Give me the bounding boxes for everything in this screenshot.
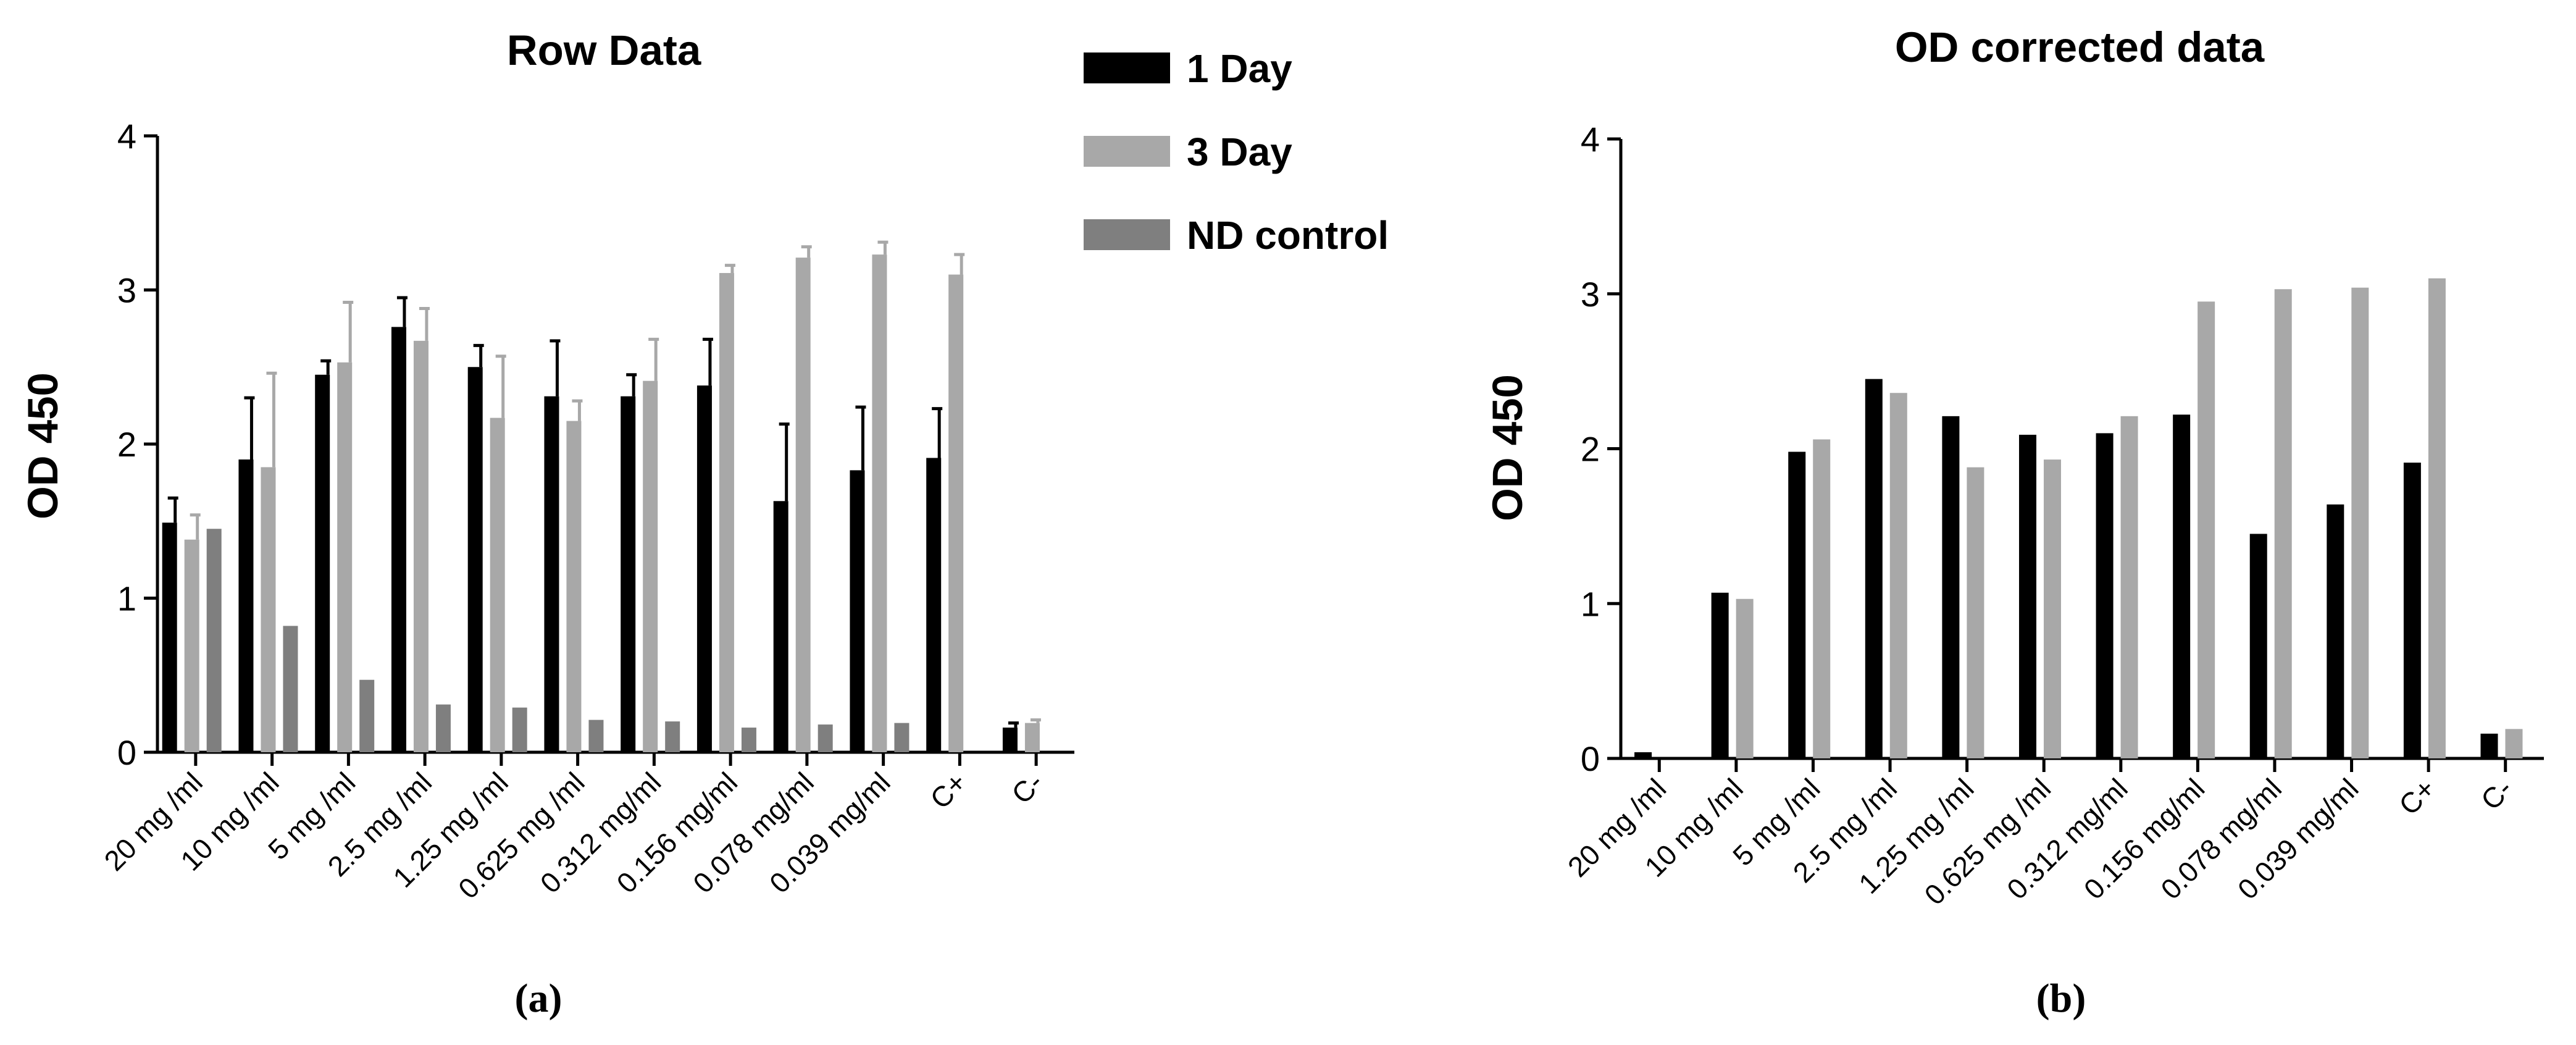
bar-3-day <box>566 421 582 752</box>
bar-3-day <box>1889 393 1907 758</box>
bar-3-day <box>2428 278 2446 758</box>
y-tick-label: 0 <box>1581 739 1600 778</box>
bar-3-day <box>795 258 811 753</box>
legend-label: 1 Day <box>1187 46 1292 91</box>
bar-1-day <box>1711 592 1729 758</box>
bar-1-day <box>2096 433 2114 758</box>
bar-nd-control <box>206 529 222 752</box>
bar-1-day <box>162 522 177 752</box>
bar-nd-control <box>435 704 451 752</box>
chart-title-b: OD corrected data <box>1895 23 2265 71</box>
bar-1-day <box>2173 414 2191 758</box>
y-tick-label: 3 <box>117 271 136 310</box>
bar-3-day <box>2043 460 2061 758</box>
x-tick-label: C+ <box>924 766 972 815</box>
bar-3-day <box>1736 598 1754 758</box>
bar-1-day <box>2249 534 2267 758</box>
bar-1-day <box>621 396 636 752</box>
bar-1-day <box>544 396 559 752</box>
bar-nd-control <box>894 723 910 752</box>
bar-3-day <box>2351 287 2369 759</box>
y-tick-label: 2 <box>117 425 136 464</box>
y-tick-label: 1 <box>1581 584 1600 623</box>
bar-1-day <box>315 374 330 752</box>
bar-3-day <box>413 340 429 752</box>
panel-b-chart: OD corrected data OD 450 0 1 2 3 4 20 mg /ml… <box>1484 23 2544 1021</box>
bar-3-day <box>948 274 964 752</box>
bars-b <box>1634 278 2523 759</box>
bar-1-day <box>773 501 788 752</box>
x-tick-label: C- <box>1005 766 1049 810</box>
bar-1-day <box>238 459 254 752</box>
bar-1-day <box>2403 463 2421 758</box>
y-tick-label: 0 <box>117 733 136 772</box>
y-tick-label: 1 <box>117 579 136 618</box>
legend-label: ND control <box>1187 213 1389 258</box>
bar-3-day <box>719 273 734 752</box>
bar-3-day <box>643 380 658 752</box>
y-axis-label-a: OD 450 <box>19 372 67 519</box>
y-tick-label: 2 <box>1581 430 1600 469</box>
bar-3-day <box>2505 729 2523 758</box>
bar-3-day <box>337 362 353 752</box>
bar-nd-control <box>512 707 527 752</box>
bar-nd-control <box>588 720 604 752</box>
y-tick-label: 3 <box>1581 275 1600 314</box>
bar-3-day <box>490 418 505 752</box>
chart-title-a: Row Data <box>507 27 701 74</box>
bar-1-day <box>1788 451 1806 758</box>
y-tick-label: 4 <box>1581 120 1600 159</box>
legend-swatch <box>1084 52 1170 83</box>
x-tick-label: C- <box>2475 772 2519 816</box>
bar-3-day <box>261 467 276 752</box>
y-axis-label-b: OD 450 <box>1484 374 1531 521</box>
bar-3-day <box>1813 439 1831 758</box>
legend-swatch <box>1084 219 1170 250</box>
bar-1-day <box>2327 504 2344 758</box>
y-tick-label: 4 <box>117 117 136 156</box>
bar-1-day <box>391 327 406 752</box>
axes-b: 0 1 2 3 4 <box>1581 120 2544 778</box>
bar-3-day <box>1967 467 1984 758</box>
bar-nd-control <box>665 721 680 752</box>
bar-1-day <box>2480 733 2498 758</box>
bars-a <box>162 240 1041 753</box>
bar-3-day <box>2198 301 2215 759</box>
panel-label-a: (a) <box>515 976 562 1021</box>
legend-a: 1 Day 3 Day ND control <box>1084 46 1389 258</box>
bar-3-day <box>2120 416 2138 758</box>
panel-label-b: (b) <box>2036 976 2086 1021</box>
bar-1-day <box>2018 434 2036 758</box>
bar-1-day <box>850 470 865 752</box>
bar-nd-control <box>359 679 375 752</box>
bar-nd-control <box>818 724 833 752</box>
bar-3-day <box>1024 723 1040 752</box>
bar-1-day <box>1942 416 1960 758</box>
x-tick-label: C+ <box>2393 772 2441 821</box>
bar-1-day <box>1634 752 1652 758</box>
bar-nd-control <box>741 728 756 752</box>
bar-1-day <box>467 367 483 752</box>
bar-3-day <box>184 539 199 752</box>
legend-swatch <box>1084 136 1170 167</box>
legend-label: 3 Day <box>1187 130 1292 174</box>
bar-3-day <box>872 254 887 752</box>
axes-a: 0 1 2 3 4 <box>117 117 1074 772</box>
bar-1-day <box>926 458 942 752</box>
bar-1-day <box>1865 379 1883 758</box>
bar-nd-control <box>283 626 298 752</box>
bar-3-day <box>2274 289 2292 758</box>
bar-1-day <box>1002 728 1018 752</box>
bar-1-day <box>696 385 712 752</box>
